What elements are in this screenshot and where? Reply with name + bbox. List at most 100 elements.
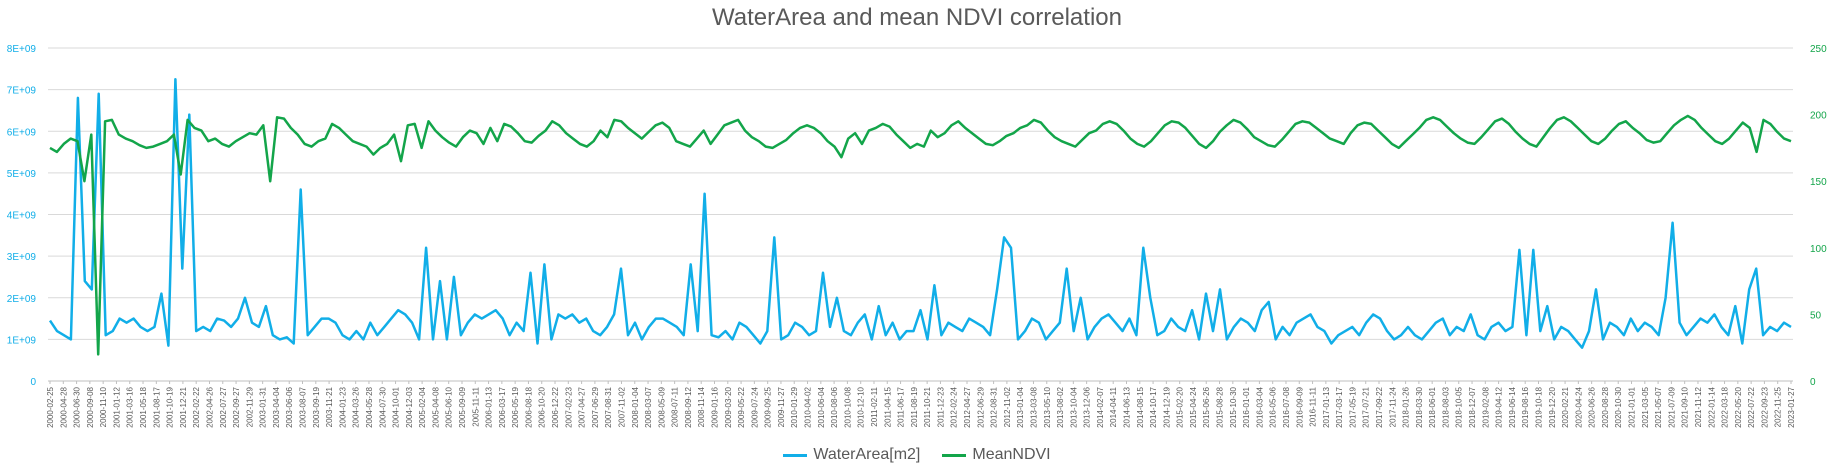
x-tick-label: 2021-01-01	[1628, 386, 1637, 427]
legend-swatch-ndvi	[942, 453, 967, 457]
x-tick-label: 2006-08-18	[524, 386, 533, 427]
y-left-tick-label: 5E+09	[7, 169, 37, 180]
x-tick-label: 2009-09-25	[764, 386, 773, 427]
x-tick-label: 2005-06-10	[445, 386, 454, 427]
x-tick-label: 2006-01-13	[485, 386, 494, 427]
legend: WaterArea[m2] MeanNDVI	[0, 446, 1834, 464]
y-left-tick-label: 1E+09	[7, 335, 37, 346]
x-tick-label: 2006-10-20	[538, 386, 547, 427]
x-tick-label: 2015-02-20	[1176, 386, 1185, 427]
y-left-tick-label: 7E+09	[7, 86, 37, 97]
y-right-tick-label: 150	[1810, 177, 1827, 188]
x-tick-label: 2001-10-19	[166, 386, 175, 427]
x-tick-label: 2004-07-30	[378, 386, 387, 427]
x-tick-label: 2022-11-25	[1774, 386, 1783, 427]
series-lines	[48, 77, 1792, 356]
x-tick-label: 2005-04-08	[431, 386, 440, 427]
x-tick-label: 2004-01-23	[338, 386, 347, 427]
x-tick-label: 2006-03-17	[498, 386, 507, 427]
x-tick-label: 2001-08-17	[152, 386, 161, 427]
y-left-tick-label: 6E+09	[7, 127, 37, 138]
y-right-tick-label: 50	[1810, 310, 1822, 321]
x-tick-label: 2021-05-07	[1654, 386, 1663, 427]
x-tick-label: 2017-11-24	[1388, 386, 1397, 427]
y-left-tick-label: 4E+09	[7, 211, 37, 222]
x-tick-label: 2011-08-19	[910, 386, 919, 427]
grid-lines	[48, 47, 1793, 382]
legend-label-water: WaterArea[m2]	[813, 446, 921, 463]
x-tick-label: 2001-12-21	[179, 386, 188, 427]
x-tick-label: 2022-07-22	[1747, 386, 1756, 427]
x-tick-label: 2020-02-21	[1561, 386, 1570, 427]
x-tick-label: 2004-10-01	[392, 386, 401, 427]
x-axis-ticks: 2000-02-25 2000-04-28 2000-06-30 2000-09-08…	[46, 381, 1796, 428]
x-tick-label: 2014-06-13	[1122, 386, 1131, 427]
y-right-tick-label: 100	[1810, 244, 1827, 255]
x-tick-label: 2019-02-08	[1481, 386, 1490, 427]
x-tick-label: 2023-01-27	[1787, 386, 1796, 427]
x-tick-label: 2017-03-17	[1335, 386, 1344, 427]
legend-label-ndvi: MeanNDVI	[972, 446, 1051, 463]
x-tick-label: 2007-04-27	[578, 386, 587, 427]
x-tick-label: 2009-01-16	[711, 386, 720, 427]
x-tick-label: 2003-01-31	[259, 386, 268, 427]
x-tick-label: 2014-02-07	[1096, 386, 1105, 427]
x-tick-label: 2002-11-29	[245, 386, 254, 427]
x-tick-label: 2011-02-11	[870, 386, 879, 426]
legend-item-water[interactable]: WaterArea[m2]	[783, 446, 920, 464]
x-tick-label: 2016-03-04	[1255, 386, 1264, 427]
x-tick-label: 2007-02-23	[564, 386, 573, 427]
x-tick-label: 2014-12-19	[1162, 386, 1171, 427]
series-line-waterarea	[48, 77, 1792, 349]
x-tick-label: 2018-01-26	[1402, 386, 1411, 427]
x-tick-label: 2011-12-23	[936, 386, 945, 427]
x-tick-label: 2003-08-07	[299, 386, 308, 427]
x-tick-label: 2013-01-04	[1016, 386, 1025, 427]
y-right-tick-label: 200	[1810, 111, 1827, 122]
y-left-tick-label: 8E+09	[7, 44, 37, 55]
x-tick-label: 2000-09-08	[86, 386, 95, 427]
x-tick-label: 2001-03-16	[126, 386, 135, 427]
x-tick-label: 2014-10-17	[1149, 386, 1158, 427]
legend-item-ndvi[interactable]: MeanNDVI	[942, 446, 1051, 464]
x-tick-label: 2000-06-30	[73, 386, 82, 427]
x-tick-label: 2017-05-19	[1348, 386, 1357, 427]
x-tick-label: 2006-05-19	[511, 386, 520, 427]
x-tick-label: 2013-03-08	[1029, 386, 1038, 427]
x-tick-label: 2002-09-27	[232, 386, 241, 427]
x-tick-label: 2022-01-14	[1707, 386, 1716, 427]
x-tick-label: 2012-11-02	[1003, 386, 1012, 427]
x-tick-label: 2008-03-07	[644, 386, 653, 427]
x-tick-label: 2000-02-25	[46, 386, 55, 427]
x-tick-label: 2003-11-21	[325, 386, 334, 427]
x-tick-label: 2018-06-01	[1428, 386, 1437, 427]
x-tick-label: 2007-11-02	[617, 386, 626, 427]
x-tick-label: 2021-11-12	[1694, 386, 1703, 427]
x-tick-label: 2001-01-12	[112, 386, 121, 427]
x-tick-label: 2020-04-24	[1574, 386, 1583, 427]
x-tick-label: 2019-06-14	[1508, 386, 1517, 427]
x-tick-label: 2022-03-18	[1721, 386, 1730, 427]
x-tick-label: 2007-06-29	[591, 386, 600, 427]
x-tick-label: 2021-09-10	[1681, 386, 1690, 427]
x-tick-label: 2003-06-06	[285, 386, 294, 427]
x-tick-label: 2012-04-27	[963, 386, 972, 427]
x-tick-label: 2019-04-12	[1495, 386, 1504, 427]
x-tick-label: 2016-11-11	[1309, 386, 1318, 426]
x-tick-label: 2004-03-26	[352, 386, 361, 427]
x-tick-label: 2016-07-08	[1282, 386, 1291, 427]
x-tick-label: 2003-04-04	[272, 386, 281, 427]
x-tick-label: 2014-08-15	[1136, 386, 1145, 427]
x-tick-label: 2011-10-21	[923, 386, 932, 427]
x-tick-label: 2013-12-06	[1083, 386, 1092, 427]
x-tick-label: 2005-11-11	[471, 386, 480, 426]
x-tick-label: 2009-11-27	[777, 386, 786, 427]
x-tick-label: 2022-05-20	[1734, 386, 1743, 427]
x-tick-label: 2019-12-20	[1548, 386, 1557, 427]
x-tick-label: 2002-02-22	[192, 386, 201, 427]
x-tick-label: 2010-10-08	[843, 386, 852, 427]
x-tick-label: 2018-12-07	[1468, 386, 1477, 427]
x-tick-label: 2011-04-15	[883, 386, 892, 427]
x-tick-label: 2004-12-03	[405, 386, 414, 427]
